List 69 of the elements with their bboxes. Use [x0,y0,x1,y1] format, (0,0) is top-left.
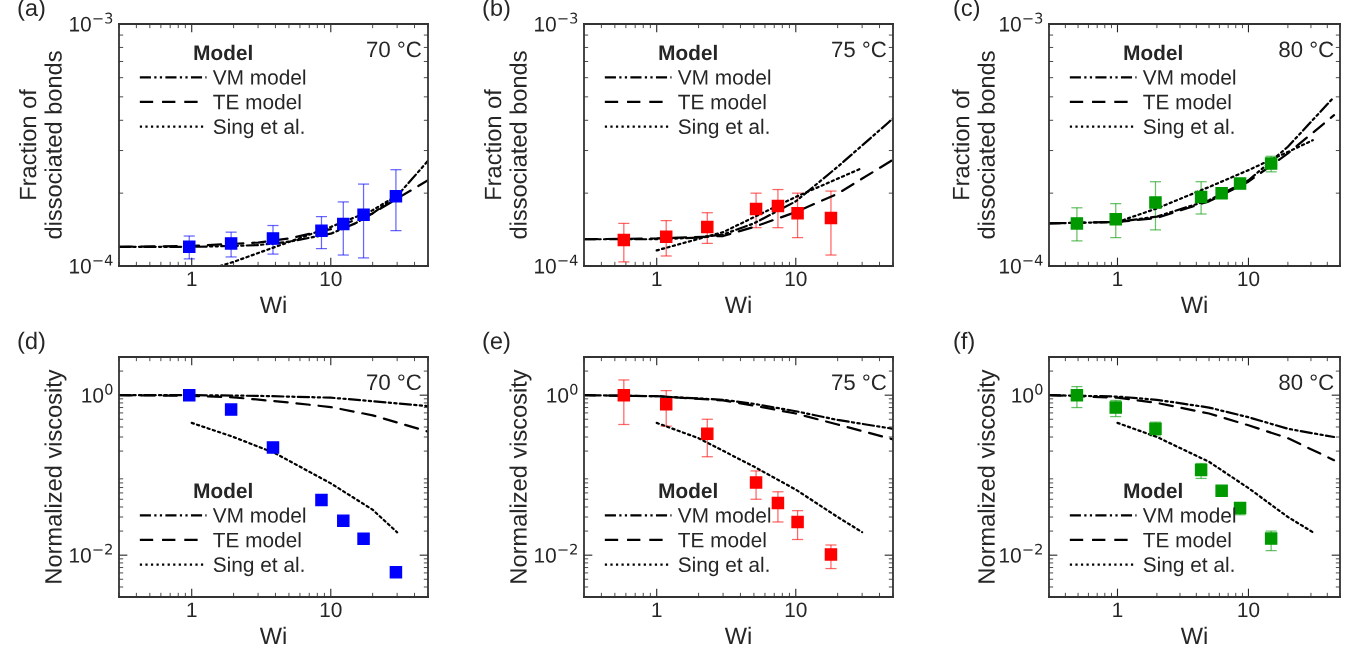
y-axis-title: Normalized viscosity [509,369,532,583]
legend-label: TE model [1143,94,1231,110]
legend-label: TE model [213,94,301,110]
x-tick-label: 10 [1238,602,1260,618]
x-tick-label: 1 [1113,271,1123,286]
y-tick-label: 10$^{−2}$ [1000,543,1042,563]
x-tick-label: 10 [320,602,342,618]
legend-label: TE model [678,94,766,110]
legend-label: VM model [1142,69,1236,85]
legend-label: TE model [1143,532,1231,548]
y-tick-label: 10$^{−3}$ [70,12,113,32]
x-tick-label: 10 [785,602,807,618]
legend-title: Model [194,44,252,61]
legend-label: VM model [677,69,771,85]
y-axis-title: Normalized viscosity [44,369,67,583]
y-tick-label: 10$^{−3}$ [1000,12,1043,32]
legend-label: VM model [677,507,771,523]
legend-label: Sing et al. [1143,556,1234,577]
y-tick-label: 10$^{−4}$ [70,254,113,274]
y-tick-label: 10$^{−2}$ [70,543,112,563]
y-axis-title: Fraction of dissociated bonds [19,51,62,239]
legend-label: Sing et al. [678,118,769,139]
chart-title: (e) [483,331,510,354]
y-tick-label: 10$^{0}$ [1012,383,1043,403]
legend-title: Model [659,44,717,61]
annotation: 70 °C [367,374,421,391]
annotation: 80 °C [1279,374,1334,391]
y-tick-label: 10$^{−2}$ [535,543,577,563]
annotation: 70 °C [367,41,421,58]
x-axis-title: Wi [724,295,751,313]
legend-label: Sing et al. [213,556,304,577]
x-tick-label: 1 [652,271,662,286]
y-axis-title: Fraction of dissociated bonds [952,51,995,239]
x-tick-label: 10 [320,271,342,287]
x-tick-label: 1 [1113,602,1123,617]
x-tick-label: 1 [187,602,197,617]
x-tick-label: 1 [187,271,197,286]
chart-title: (f) [954,331,974,354]
x-axis-title: Wi [1180,295,1207,313]
legend-title: Model [1124,482,1182,499]
legend-label: TE model [678,532,766,548]
x-axis-title: Wi [259,626,286,644]
legend-label: VM model [1142,507,1236,523]
annotation: 80 °C [1279,41,1334,58]
chart-title: (d) [18,331,45,354]
x-tick-label: 10 [785,271,807,287]
x-tick-label: 10 [1238,271,1260,287]
y-tick-label: 10$^{0}$ [547,383,578,403]
y-axis-title: Normalized viscosity [977,369,1000,583]
y-axis-title: Fraction of dissociated bonds [484,51,527,239]
legend-title: Model [1124,44,1182,61]
y-tick-label: 10$^{−4}$ [535,254,578,274]
legend-label: VM model [212,69,306,85]
y-tick-label: 10$^{0}$ [82,383,113,403]
annotation: 75 °C [832,41,886,58]
x-axis-title: Wi [1180,626,1207,644]
legend-label: Sing et al. [213,118,304,139]
x-tick-label: 1 [652,602,662,617]
legend-label: Sing et al. [1143,118,1234,139]
legend-title: Model [659,482,717,499]
annotation: 75 °C [832,374,886,391]
y-tick-label: 10$^{−4}$ [1000,254,1043,274]
legend-title: Model [194,482,252,499]
y-tick-label: 10$^{−3}$ [535,12,578,32]
x-axis-title: Wi [724,626,751,644]
legend-label: VM model [212,507,306,523]
legend-label: TE model [213,532,301,548]
legend-label: Sing et al. [678,556,769,577]
x-axis-title: Wi [259,295,286,313]
